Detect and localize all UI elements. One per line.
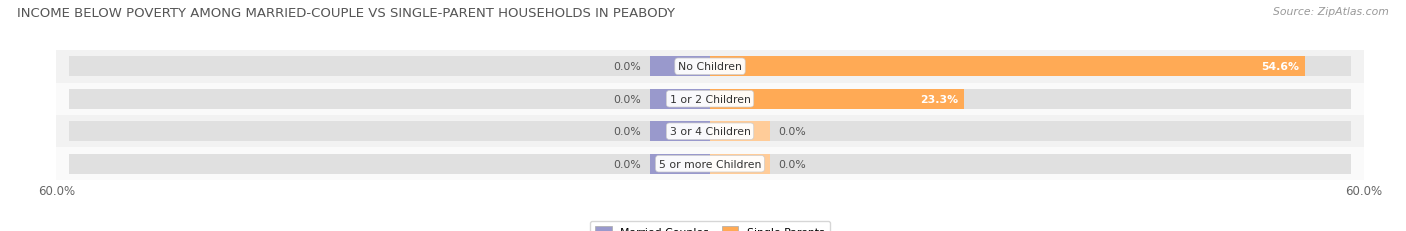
Bar <box>710 154 770 174</box>
Bar <box>56 116 1364 148</box>
Bar <box>56 83 1364 116</box>
Bar <box>56 148 1364 180</box>
Bar <box>69 57 1351 77</box>
Bar <box>650 122 710 142</box>
Bar <box>710 122 770 142</box>
Text: 0.0%: 0.0% <box>779 159 807 169</box>
Bar <box>710 57 1305 77</box>
Text: 0.0%: 0.0% <box>613 94 641 104</box>
Text: 0.0%: 0.0% <box>613 127 641 137</box>
Legend: Married Couples, Single Parents: Married Couples, Single Parents <box>591 221 830 231</box>
Text: 1 or 2 Children: 1 or 2 Children <box>669 94 751 104</box>
Bar <box>69 154 1351 174</box>
Bar <box>650 57 710 77</box>
Bar <box>650 154 710 174</box>
Text: No Children: No Children <box>678 62 742 72</box>
Text: 0.0%: 0.0% <box>613 159 641 169</box>
Bar <box>56 51 1364 83</box>
Text: 54.6%: 54.6% <box>1261 62 1299 72</box>
Text: 3 or 4 Children: 3 or 4 Children <box>669 127 751 137</box>
Bar <box>69 89 1351 109</box>
Text: INCOME BELOW POVERTY AMONG MARRIED-COUPLE VS SINGLE-PARENT HOUSEHOLDS IN PEABODY: INCOME BELOW POVERTY AMONG MARRIED-COUPL… <box>17 7 675 20</box>
Bar <box>710 89 965 109</box>
Bar <box>650 89 710 109</box>
Text: 0.0%: 0.0% <box>779 127 807 137</box>
Text: 5 or more Children: 5 or more Children <box>659 159 761 169</box>
Text: 23.3%: 23.3% <box>921 94 959 104</box>
Bar <box>69 122 1351 142</box>
Text: 0.0%: 0.0% <box>613 62 641 72</box>
Text: Source: ZipAtlas.com: Source: ZipAtlas.com <box>1274 7 1389 17</box>
